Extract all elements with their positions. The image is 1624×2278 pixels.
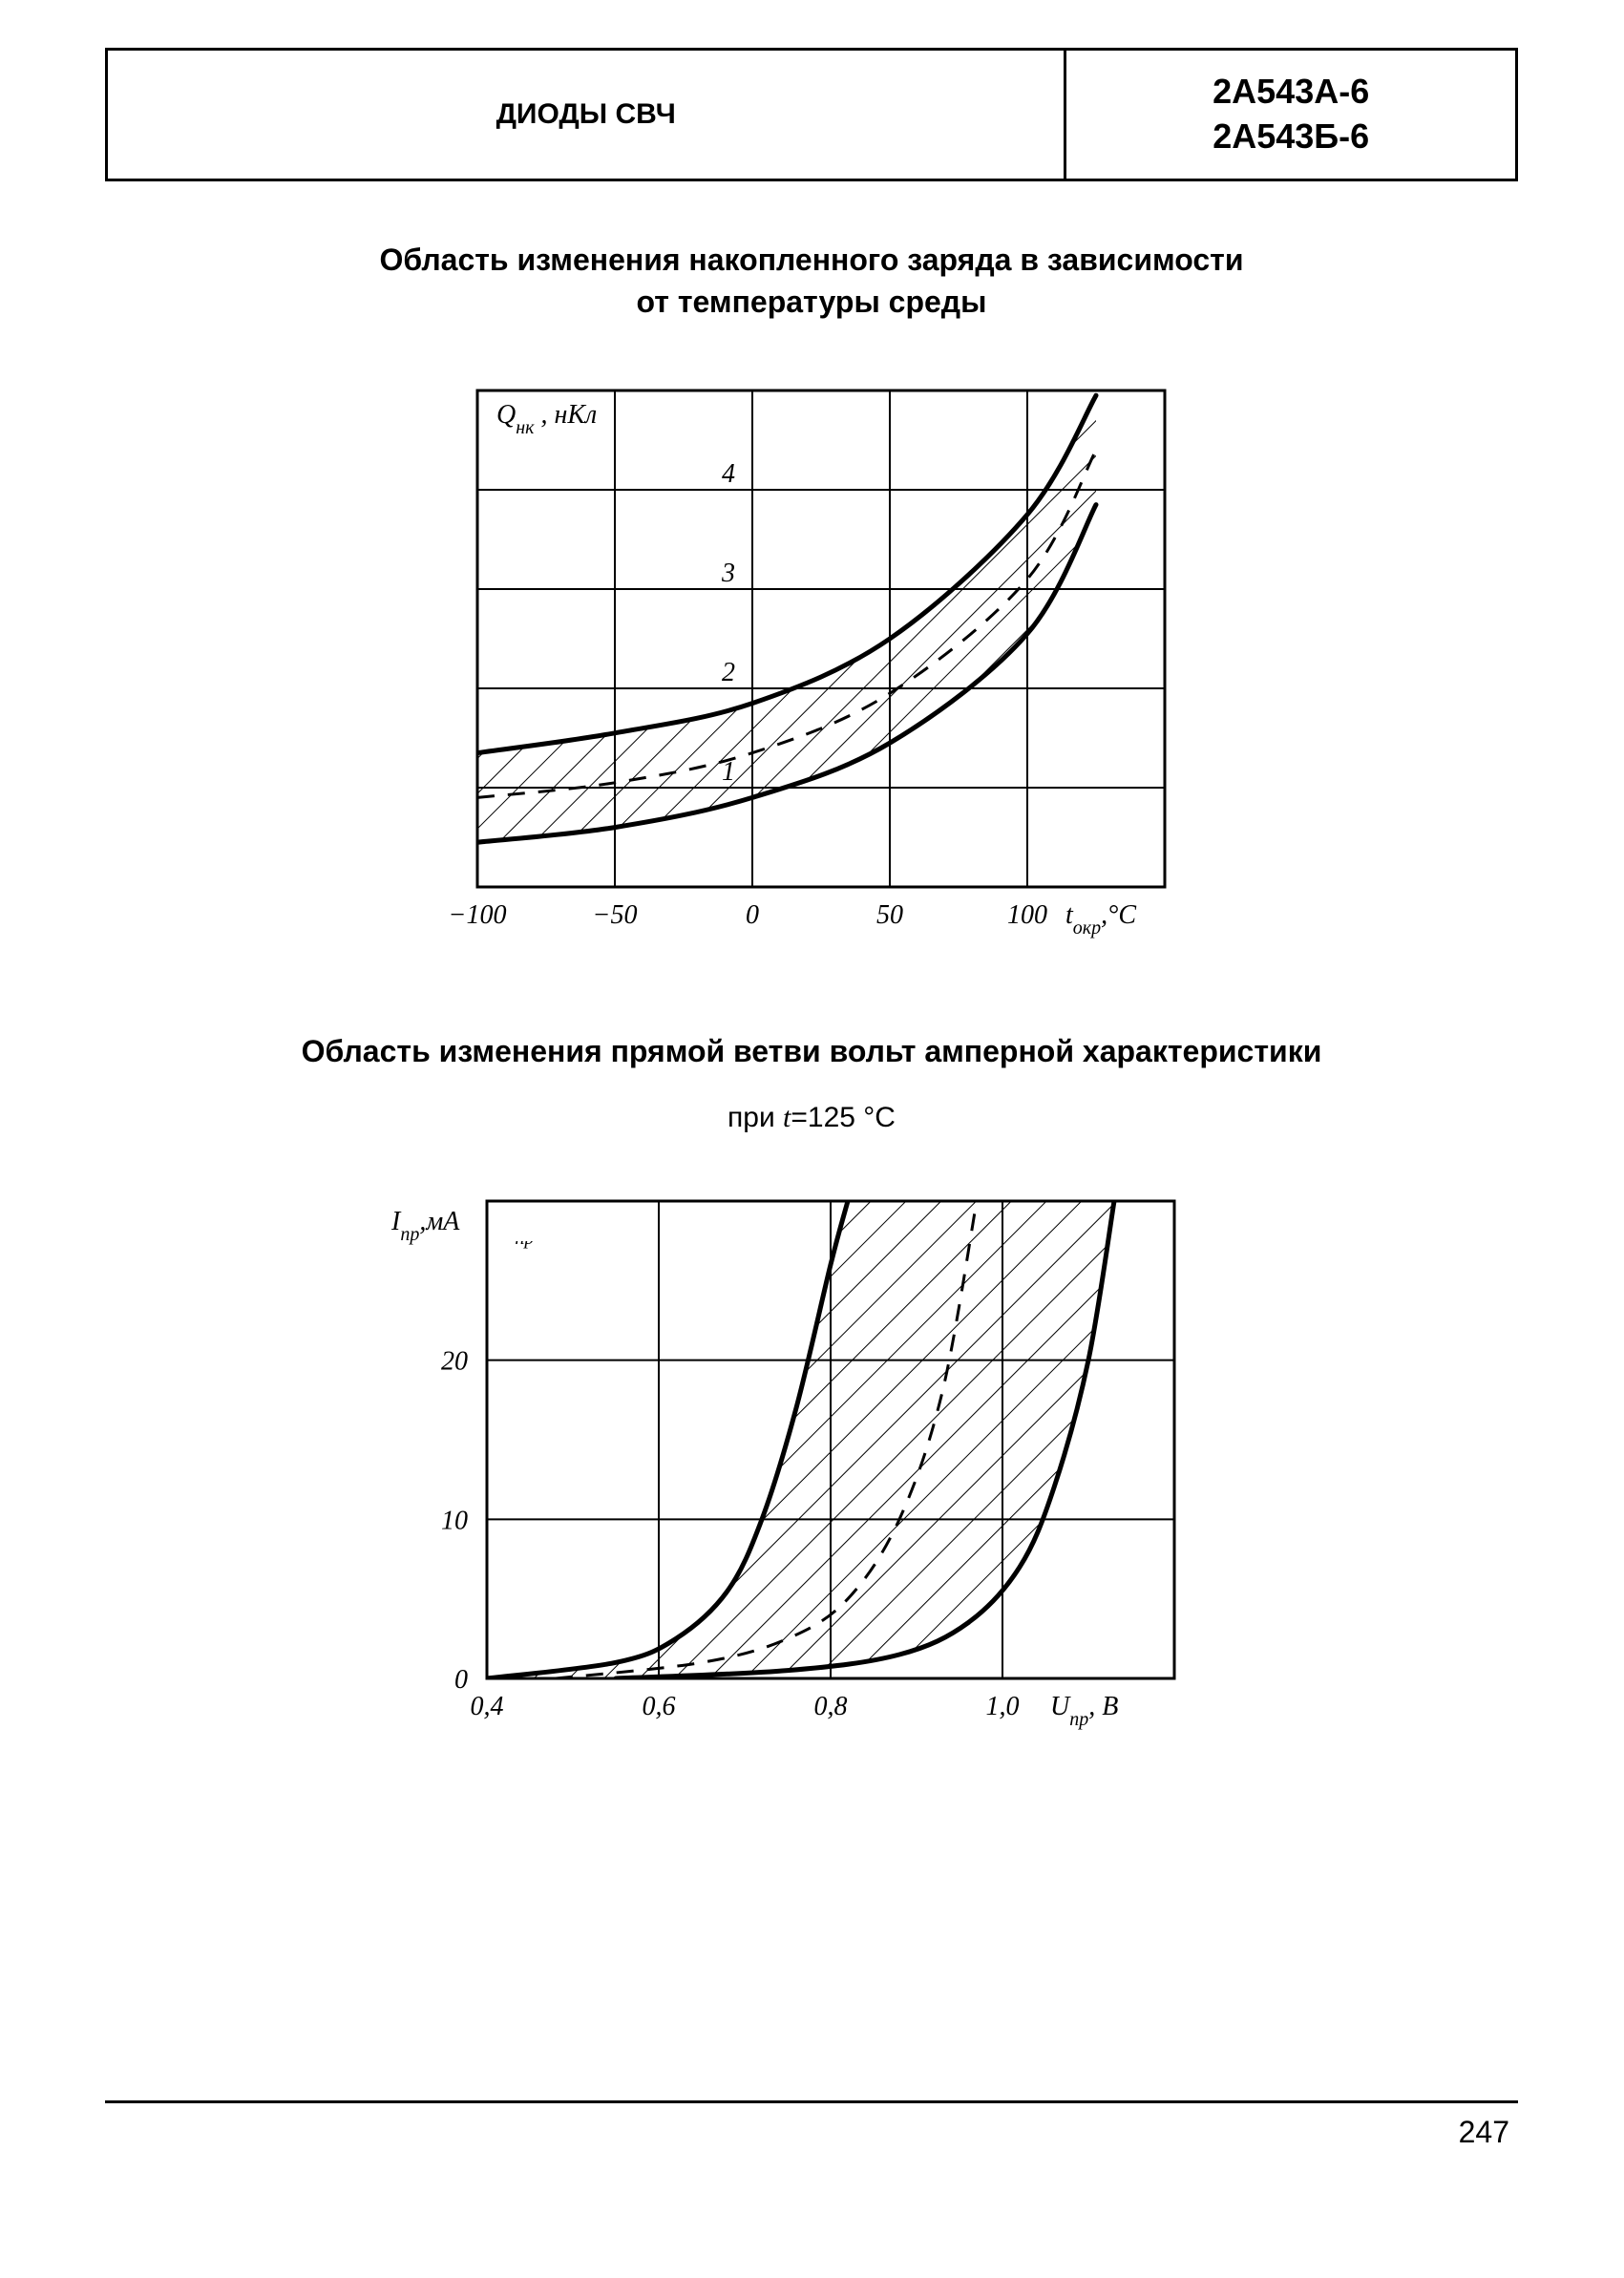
svg-text:2: 2 — [722, 658, 735, 687]
svg-text:3: 3 — [721, 559, 735, 588]
svg-text:0: 0 — [746, 900, 759, 930]
chart1-wrap: −100−500501001234Qнк , нКлtокр,°C1234 — [105, 352, 1518, 963]
svg-text:Iпр,мА: Iпр,мА — [390, 1207, 460, 1245]
svg-text:0,8: 0,8 — [814, 1692, 848, 1721]
page-frame: ДИОДЫ СВЧ 2А543А-6 2А543Б-6 Область изме… — [105, 48, 1518, 2072]
chart1-svg: −100−500501001234Qнк , нКлtокр,°C1234 — [391, 352, 1232, 963]
svg-text:1,0: 1,0 — [986, 1692, 1020, 1721]
svg-text:Qнк , нКл: Qнк , нКл — [496, 400, 597, 438]
section1-title-l1: Область изменения накопленного заряда в … — [105, 239, 1518, 282]
svg-text:0,4: 0,4 — [471, 1692, 504, 1721]
chart2-svg: 0,40,60,81,001020Iпр,мАUпр, ВIпр,мА — [382, 1163, 1241, 1764]
chart2-wrap: 0,40,60,81,001020Iпр,мАUпр, ВIпр,мА — [105, 1163, 1518, 1764]
section2-title: Область изменения прямой ветви вольт амп… — [105, 1030, 1518, 1073]
svg-text:1: 1 — [722, 757, 735, 787]
svg-text:4: 4 — [722, 459, 735, 489]
footer-rule — [105, 2100, 1518, 2103]
header-partnumbers: 2А543А-6 2А543Б-6 — [1065, 50, 1517, 180]
svg-text:10: 10 — [441, 1506, 468, 1535]
page-number: 247 — [1459, 2115, 1509, 2150]
svg-text:tокр,°C: tокр,°C — [1065, 900, 1136, 939]
svg-text:−50: −50 — [593, 900, 638, 930]
header-table: ДИОДЫ СВЧ 2А543А-6 2А543Б-6 — [105, 48, 1518, 181]
partnum-1: 2А543А-6 — [1095, 70, 1487, 115]
svg-text:−100: −100 — [449, 900, 507, 930]
section2-subcaption: при t=125 °C — [105, 1102, 1518, 1134]
svg-text:20: 20 — [441, 1347, 468, 1377]
subcap-suf: =125 °C — [791, 1102, 896, 1133]
svg-text:0: 0 — [454, 1665, 468, 1695]
svg-text:Uпр, В: Uпр, В — [1050, 1692, 1118, 1730]
partnum-2: 2А543Б-6 — [1095, 115, 1487, 159]
svg-text:50: 50 — [876, 900, 903, 930]
section1-title-l2: от температуры среды — [105, 281, 1518, 324]
section1-title: Область изменения накопленного заряда в … — [105, 239, 1518, 325]
header-category: ДИОДЫ СВЧ — [107, 50, 1065, 180]
subcap-pre: при — [728, 1102, 783, 1133]
svg-text:100: 100 — [1007, 900, 1047, 930]
svg-text:0,6: 0,6 — [643, 1692, 676, 1721]
